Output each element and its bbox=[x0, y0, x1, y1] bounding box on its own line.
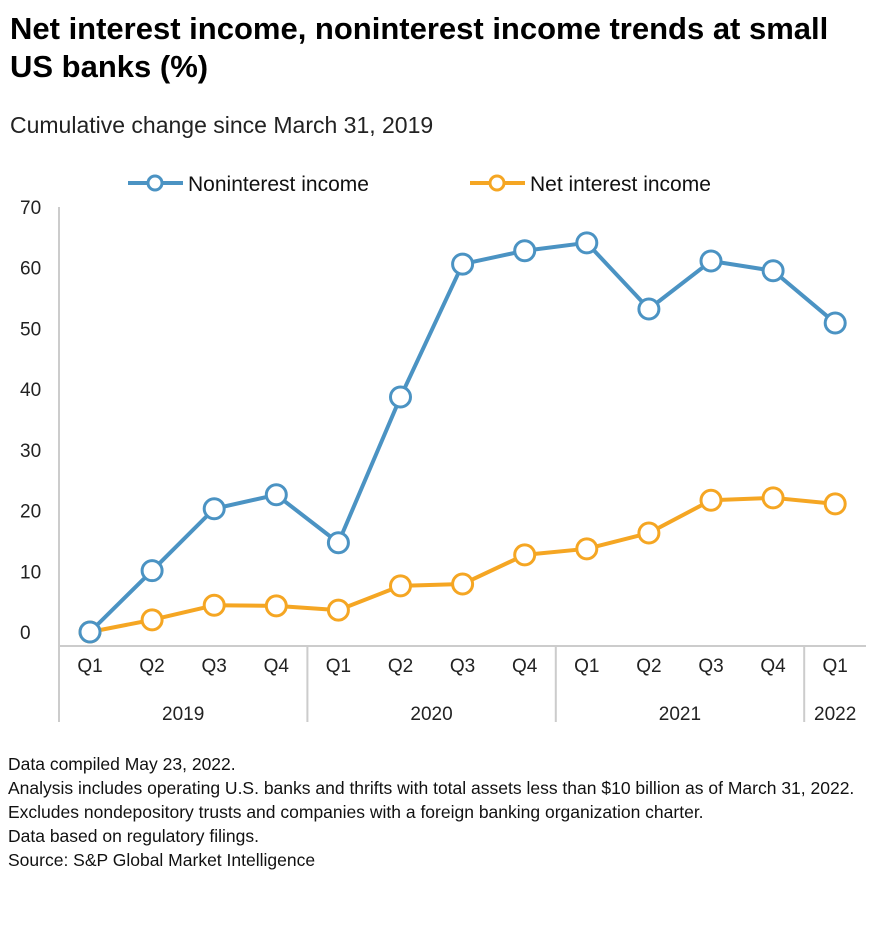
x-tick-label: Q1 bbox=[574, 656, 599, 677]
x-tick-label: Q4 bbox=[264, 656, 290, 677]
x-tick-label: Q2 bbox=[636, 656, 661, 677]
data-point bbox=[513, 543, 537, 567]
chart-notes: Data compiled May 23, 2022. Analysis inc… bbox=[8, 752, 868, 872]
line-chart: 0 10 20 30 40 50 60 70 Q1 Q2 Q3 Q4 Q1 Q2 Q3 Q4 Q1 Q2 Q3 Q4 Q… bbox=[20, 173, 866, 725]
note: Source: S&P Global Market Intelligence bbox=[8, 850, 316, 870]
x-tick-label: Q3 bbox=[202, 656, 227, 677]
series-line bbox=[89, 495, 836, 634]
y-tick-label: 50 bbox=[20, 319, 41, 340]
data-point bbox=[575, 231, 599, 255]
y-tick-label: 20 bbox=[20, 502, 41, 523]
year-label: 2019 bbox=[162, 704, 204, 725]
x-tick-label: Q2 bbox=[388, 656, 413, 677]
chart-subtitle: Cumulative change since March 31, 2019 bbox=[10, 112, 434, 138]
data-point bbox=[202, 593, 226, 617]
y-tick-label: 40 bbox=[20, 380, 41, 401]
data-point bbox=[326, 531, 350, 555]
data-point bbox=[451, 252, 475, 276]
data-point bbox=[761, 259, 785, 283]
y-tick-label: 0 bbox=[20, 623, 31, 644]
y-tick-label: 60 bbox=[20, 259, 41, 280]
x-tick-label: Q1 bbox=[77, 656, 102, 677]
legend-marker bbox=[488, 174, 506, 192]
x-tick-label: Q3 bbox=[450, 656, 475, 677]
data-point bbox=[202, 497, 226, 521]
data-point bbox=[264, 483, 288, 507]
note: Data compiled May 23, 2022. bbox=[8, 754, 236, 774]
data-point bbox=[823, 492, 847, 516]
data-point bbox=[699, 249, 723, 273]
data-point bbox=[140, 608, 164, 632]
x-tick-label: Q1 bbox=[326, 656, 351, 677]
data-point bbox=[823, 311, 847, 335]
data-point bbox=[513, 239, 537, 263]
year-label: 2022 bbox=[814, 704, 856, 725]
data-point bbox=[451, 572, 475, 596]
chart-title: Net interest income, noninterest income … bbox=[10, 11, 829, 84]
year-label: 2021 bbox=[659, 704, 701, 725]
data-point bbox=[140, 559, 164, 583]
note: Analysis includes operating U.S. banks a… bbox=[8, 778, 855, 822]
x-tick-label: Q4 bbox=[760, 656, 786, 677]
x-tick-label: Q4 bbox=[512, 656, 538, 677]
x-tick-label: Q1 bbox=[823, 656, 848, 677]
data-point bbox=[575, 537, 599, 561]
data-point bbox=[326, 598, 350, 622]
legend-marker bbox=[146, 174, 164, 192]
data-point bbox=[264, 594, 288, 618]
year-label: 2020 bbox=[410, 704, 452, 725]
x-tick-label: Q2 bbox=[139, 656, 164, 677]
data-point bbox=[78, 620, 102, 644]
x-tick-label: Q3 bbox=[698, 656, 723, 677]
y-tick-label: 10 bbox=[20, 562, 41, 583]
data-point bbox=[389, 385, 412, 409]
y-tick-label: 30 bbox=[20, 441, 41, 462]
legend-label: Net interest income bbox=[530, 173, 711, 196]
legend-label: Noninterest income bbox=[188, 173, 369, 196]
note: Data based on regulatory filings. bbox=[8, 826, 259, 846]
data-point bbox=[699, 488, 723, 512]
data-point bbox=[761, 486, 785, 510]
y-tick-label: 70 bbox=[20, 198, 41, 219]
data-point bbox=[637, 297, 661, 321]
data-point bbox=[637, 521, 661, 545]
data-point bbox=[389, 574, 412, 598]
